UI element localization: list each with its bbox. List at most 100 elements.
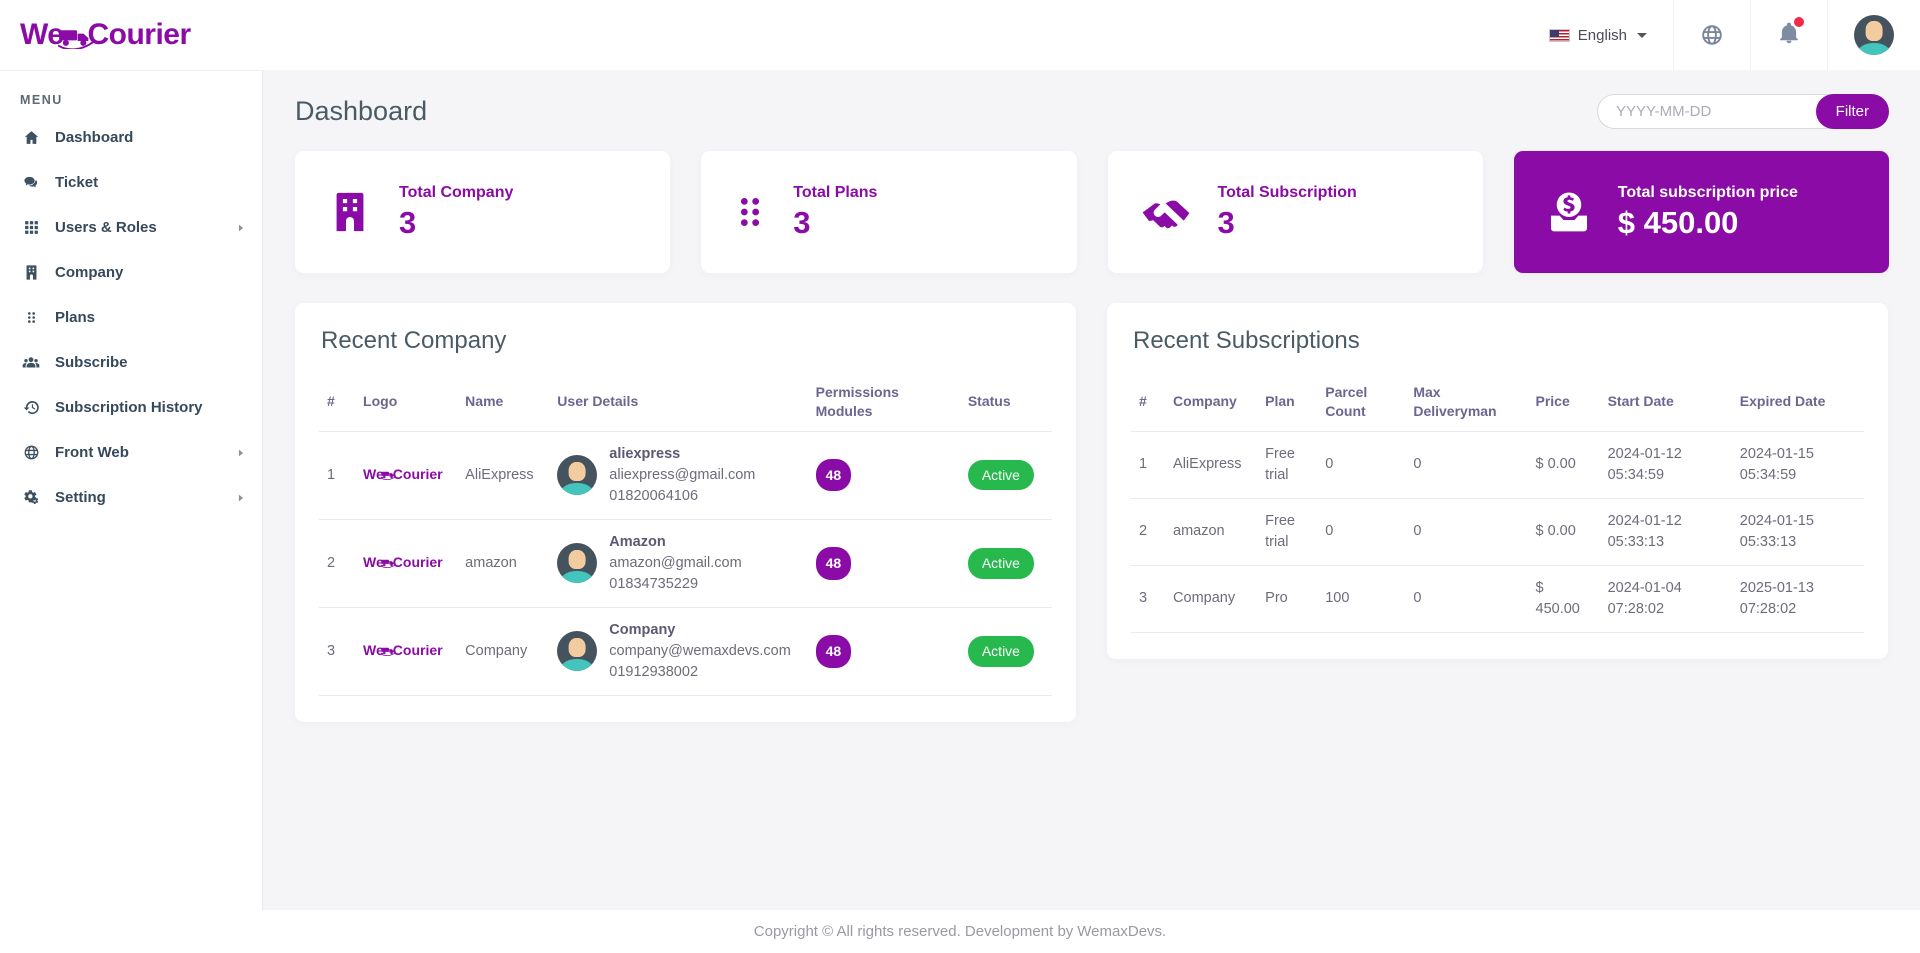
avatar (557, 543, 598, 584)
sidebar-item-label: Dashboard (55, 129, 134, 146)
sub-start-date: 2024-01-12 05:34:59 (1599, 431, 1732, 499)
footer-brand-link[interactable]: WemaxDevs. (1077, 923, 1167, 940)
chevron-right-icon (236, 223, 246, 233)
sidebar-item-setting[interactable]: Setting (0, 475, 262, 520)
user-email: company@wemaxdevs.com (609, 642, 791, 659)
sidebar-item-subscribe[interactable]: Subscribe (0, 340, 262, 385)
panel-title: Recent Company (321, 327, 507, 354)
column-header: # (1131, 373, 1166, 432)
sub-parcel-count: 0 (1317, 498, 1406, 566)
status-badge: Active (967, 548, 1034, 579)
sidebar-item-front-web[interactable]: Front Web (0, 430, 262, 475)
sidebar-item-dashboard[interactable]: Dashboard (0, 115, 262, 160)
caret-down-icon (1637, 32, 1647, 38)
table-row: 2 amazon Free trial 0 0 $ 0.00 2024-01-1… (1131, 498, 1864, 566)
user-phone: 01912938002 (609, 663, 699, 680)
company-name: amazon (457, 519, 550, 608)
user-phone: 01834735229 (609, 575, 699, 592)
sidebar-item-plans[interactable]: Plans (0, 295, 262, 340)
comments-icon (20, 174, 42, 191)
page-title: Dashboard (295, 96, 428, 126)
row-index: 3 (1131, 565, 1166, 633)
user-email: aliexpress@gmail.com (609, 466, 756, 483)
column-header: Parcel Count (1317, 373, 1406, 432)
company-name: Company (457, 607, 550, 696)
stat-value: $ 450.00 (1617, 204, 1739, 240)
sub-start-date: 2024-01-04 07:28:02 (1599, 565, 1732, 633)
globe-icon (20, 444, 42, 461)
sidebar-item-company[interactable]: Company (0, 250, 262, 295)
stat-title: Total subscription price (1617, 183, 1798, 201)
sub-expired-date: 2024-01-15 05:34:59 (1731, 431, 1864, 499)
notification-dot (1794, 16, 1804, 27)
sidebar-item-users-roles[interactable]: Users & Roles (0, 205, 262, 250)
footer: Copyright © All rights reserved. Develop… (0, 910, 1920, 953)
company-logo: We Courier (363, 554, 443, 571)
date-input[interactable] (1597, 94, 1834, 129)
brand-logo[interactable]: We Courier (0, 0, 263, 70)
row-index: 1 (1131, 431, 1166, 499)
sidebar-item-ticket[interactable]: Ticket (0, 160, 262, 205)
notifications-button[interactable] (1750, 0, 1827, 70)
stat-value: 3 (1217, 204, 1235, 240)
column-header: # (319, 373, 356, 432)
user-details: Amazon amazon@gmail.com 01834735229 (557, 532, 799, 595)
language-label: English (1577, 26, 1627, 44)
column-header: Company (1165, 373, 1258, 432)
avatar (557, 455, 598, 496)
sidebar-item-label: Front Web (55, 444, 129, 461)
brand-logo-we: We (20, 18, 64, 51)
sub-company: AliExpress (1165, 431, 1258, 499)
panel-title: Recent Subscriptions (1133, 327, 1360, 354)
column-header: Max Deliveryman (1405, 373, 1528, 432)
user-avatar (1854, 15, 1894, 55)
row-index: 1 (319, 431, 356, 520)
user-details: aliexpress aliexpress@gmail.com 01820064… (557, 444, 799, 507)
user-name: Amazon (609, 533, 666, 550)
company-logo: We Courier (363, 642, 443, 659)
sub-plan: Free trial (1257, 498, 1318, 566)
stat-title: Total Plans (793, 183, 878, 201)
stat-card-total-company: Total Company 3 (295, 151, 671, 273)
modules-count-badge: 48 (815, 459, 852, 492)
sidebar-item-label: Subscription History (55, 399, 203, 416)
table-row: 1 AliExpress Free trial 0 0 $ 0.00 2024-… (1131, 431, 1864, 499)
us-flag-icon (1548, 28, 1570, 42)
table-row: 3 Company Pro 100 0 $ 450.00 2024-01-04 … (1131, 565, 1864, 633)
modules-count-badge: 48 (815, 635, 852, 668)
status-badge: Active (967, 460, 1034, 491)
globe-button[interactable] (1673, 0, 1750, 70)
language-selector[interactable]: English (1523, 0, 1673, 70)
users-icon (20, 354, 42, 371)
truck-icon (58, 29, 95, 49)
company-logo: We Courier (363, 466, 443, 483)
table-row: 2 We Courier amazon Amazon amazon@gmail.c… (319, 519, 1052, 608)
table-row: 3 We Courier Company Company company@wema… (319, 607, 1052, 696)
sub-expired-date: 2024-01-15 05:33:13 (1731, 498, 1864, 566)
chevron-right-icon (236, 493, 246, 503)
profile-menu[interactable] (1827, 0, 1920, 70)
sidebar-item-label: Subscribe (55, 354, 128, 371)
recent-subscriptions-panel: Recent Subscriptions # Company Plan Parc… (1107, 303, 1888, 659)
user-name: aliexpress (609, 445, 681, 462)
sidebar-item-subscription-history[interactable]: Subscription History (0, 385, 262, 430)
globe-icon (1702, 25, 1722, 45)
row-index: 2 (319, 519, 356, 608)
date-filter-group: Filter (1597, 94, 1889, 129)
gears-icon (20, 489, 42, 506)
stat-title: Total Subscription (1217, 183, 1357, 201)
recent-subscriptions-table: # Company Plan Parcel Count Max Delivery… (1131, 373, 1864, 633)
row-index: 2 (1131, 498, 1166, 566)
brand-logo-courier: Courier (87, 18, 191, 51)
column-header: Price (1527, 373, 1600, 432)
sub-price: $ 0.00 (1527, 498, 1600, 566)
filter-button[interactable]: Filter (1815, 94, 1889, 129)
user-email: amazon@gmail.com (609, 554, 742, 571)
sub-price: $ 450.00 (1527, 565, 1600, 633)
column-header: Status (959, 373, 1052, 432)
column-header: Start Date (1599, 373, 1732, 432)
column-header: Plan (1257, 373, 1318, 432)
menu-section-label: MENU (20, 93, 63, 107)
sidebar: MENU Dashboard Ticket Users & Roles Comp… (0, 70, 263, 910)
dollar-deposit-icon (1546, 189, 1592, 235)
